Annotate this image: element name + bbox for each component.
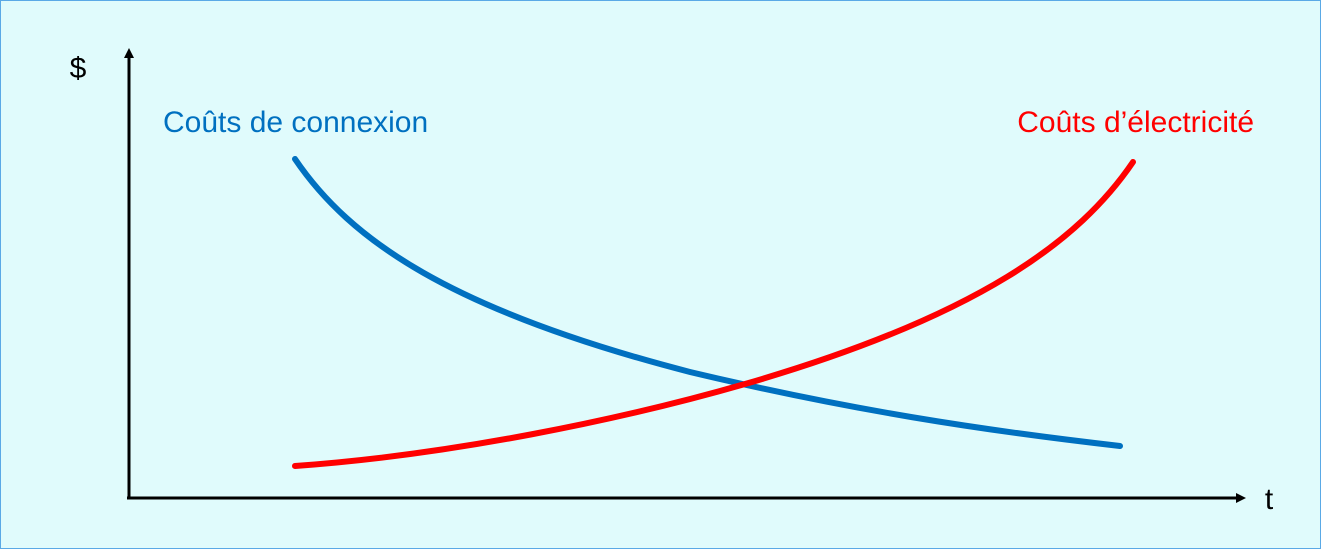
axes: $ t	[70, 48, 1274, 516]
x-axis-label: t	[1265, 483, 1274, 516]
series-line-connection-costs	[292, 156, 1123, 449]
series-labels: Coûts de connexion Coûts d’électricité	[163, 106, 1254, 139]
series-group	[292, 156, 1136, 469]
series-label-connection-costs: Coûts de connexion	[163, 106, 428, 139]
series-line-electricity-costs	[292, 159, 1136, 469]
series-label-electricity-costs: Coûts d’électricité	[1017, 106, 1254, 139]
y-axis-label: $	[70, 52, 87, 85]
